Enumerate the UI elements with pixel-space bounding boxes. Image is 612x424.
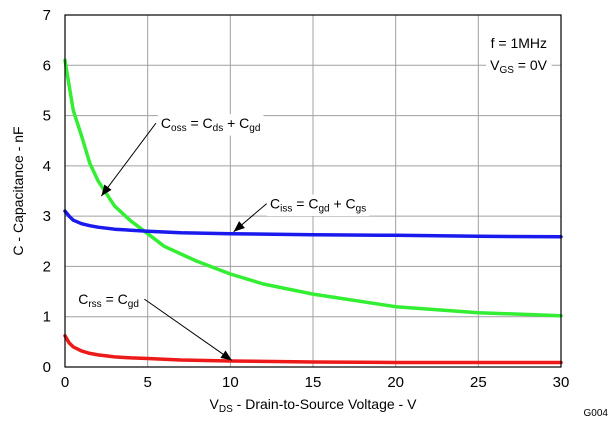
x-tick-label: 0 (61, 374, 69, 391)
x-axis-title: VDS - Drain-to-Source Voltage - V (210, 396, 418, 415)
y-tick-label: 5 (43, 108, 51, 125)
y-axis-title: C - Capacitance - nF (10, 126, 26, 255)
y-tick-label: 3 (43, 208, 51, 225)
y-tick-label: 7 (43, 7, 51, 24)
x-tick-label: 15 (305, 374, 322, 391)
series-annotations: Coss = Cds + Cgd Ciss = Cgd + Cgs Crss = C… (75, 114, 369, 360)
test-conditions-box: f = 1MHz VGS = 0V (486, 33, 552, 78)
x-tick-label: 20 (387, 374, 404, 391)
condition-line: VGS = 0V (490, 57, 548, 76)
y-tick-label: 1 (43, 309, 51, 326)
series-label-2: Crss = Cgd (75, 290, 142, 312)
condition-line: f = 1MHz (491, 35, 547, 51)
x-tick-label: 25 (470, 374, 487, 391)
x-tick-label: 5 (143, 374, 151, 391)
x-axis-ticks: 0 5 10 15 20 25 30 (61, 374, 570, 391)
y-tick-label: 4 (43, 158, 51, 175)
figure-id: G004 (584, 408, 609, 419)
y-tick-label: 6 (43, 57, 51, 74)
annotation-arrow-2 (144, 299, 232, 360)
x-tick-label: 30 (553, 374, 570, 391)
y-tick-label: 2 (43, 258, 51, 275)
y-tick-label: 0 (43, 359, 51, 376)
series-label-0: Coss = Cds + Cgd (158, 114, 264, 136)
annotation-arrow-1 (234, 204, 267, 232)
series-label-1: Ciss = Cgd + Cgs (267, 195, 369, 217)
y-axis-ticks: 0 1 2 3 4 5 6 7 (43, 7, 51, 376)
x-tick-label: 10 (222, 374, 239, 391)
